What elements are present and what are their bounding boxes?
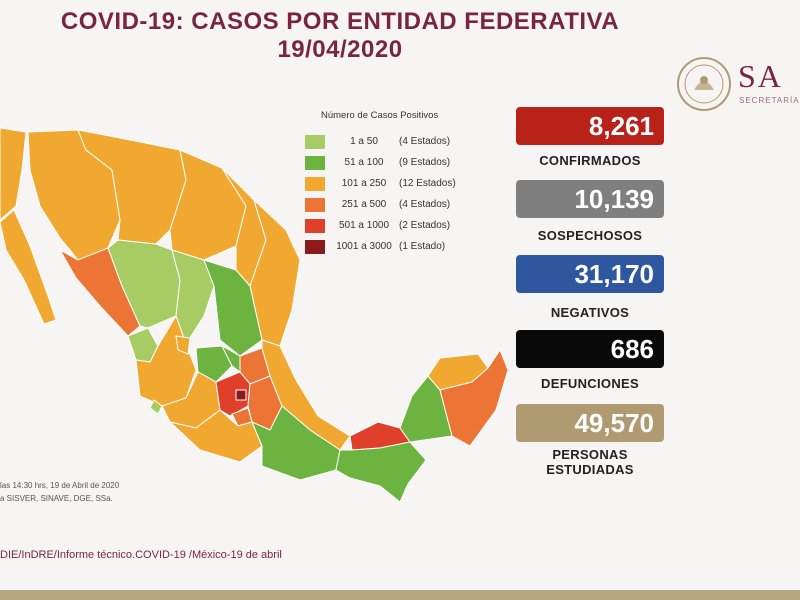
title-line-2: 19/04/2020 — [277, 36, 403, 63]
legend-swatch — [305, 197, 325, 212]
legend-swatch — [305, 134, 325, 149]
state-cdmx — [235, 389, 247, 401]
legend-item: 1001 a 3000 (1 Estado) — [305, 236, 495, 257]
personas-estudiadas-label-line2: ESTUDIADAS — [546, 462, 634, 477]
personas-estudiadas-label-line1: PERSONAS — [552, 447, 628, 462]
legend-range: 101 a 250 — [341, 178, 387, 189]
legend-range: 1001 a 3000 — [336, 241, 392, 252]
confirmados-box: 8,261 — [516, 107, 664, 145]
state-baja-california-sur — [0, 209, 57, 325]
legend-item: 1 a 50 (4 Estados) — [305, 131, 495, 152]
defunciones-box: 686 — [516, 330, 664, 368]
state-chiapas — [335, 441, 427, 503]
legend-swatch — [305, 155, 325, 170]
personas-estudiadas-label: PERSONAS ESTUDIADAS — [510, 447, 670, 477]
defunciones-label: DEFUNCIONES — [541, 376, 639, 391]
source-note-systems: a SISVER, SINAVE, DGE, SSa. — [0, 494, 113, 503]
legend-count: (2 Estados) — [399, 220, 451, 231]
legend-item: 51 a 100 (9 Estados) — [305, 152, 495, 173]
state-colima — [149, 399, 163, 415]
mexico-map — [0, 127, 509, 503]
confirmados-label: CONFIRMADOS — [539, 153, 641, 168]
personas-estudiadas-box: 49,570 — [516, 404, 664, 442]
legend-range: 501 a 1000 — [338, 220, 390, 231]
logo-subtitle: SECRETARÍA — [739, 96, 800, 105]
negativos-label: NEGATIVOS — [550, 305, 630, 320]
coat-of-arms-icon — [677, 57, 731, 111]
legend-range: 251 a 500 — [341, 199, 387, 210]
legend-swatch — [305, 218, 325, 233]
legend-range: 51 a 100 — [344, 157, 384, 168]
legend-count: (9 Estados) — [399, 157, 451, 168]
bottom-bar — [0, 590, 800, 600]
state-baja-california — [0, 127, 27, 221]
salud-logo: SA SECRETARÍA — [676, 56, 800, 112]
state-guanajuato — [195, 345, 233, 383]
state-quintana-roo — [439, 348, 509, 447]
legend-count: (4 Estados) — [399, 136, 451, 147]
legend-item: 501 a 1000 (2 Estados) — [305, 215, 495, 236]
sospechosos-label: SOSPECHOSOS — [537, 228, 643, 243]
legend-title: Número de Casos Positivos — [321, 110, 439, 121]
map-legend: Número de Casos Positivos 1 a 50 (4 Esta… — [305, 110, 495, 257]
sospechosos-box: 10,139 — [516, 180, 664, 218]
page-title: COVID-19: CASOS POR ENTIDAD FEDERATIVA 1… — [50, 8, 630, 64]
legend-item: 101 a 250 (12 Estados) — [305, 173, 495, 194]
state-aguascalientes — [175, 335, 191, 355]
negativos-box: 31,170 — [516, 255, 664, 293]
legend-item: 251 a 500 (4 Estados) — [305, 194, 495, 215]
legend-swatch — [305, 176, 325, 191]
source-note-time: las 14:30 hrs, 19 de Abril de 2020 — [0, 481, 120, 490]
legend-count: (12 Estados) — [399, 178, 456, 189]
legend-count: (4 Estados) — [399, 199, 451, 210]
state-oaxaca — [251, 405, 341, 481]
state-san-luis-potosi — [203, 259, 263, 357]
legend-swatch — [305, 239, 325, 254]
legend-range: 1 a 50 — [350, 136, 378, 147]
footer-citation: DIE/InDRE/Informe técnico.COVID-19 /Méxi… — [0, 549, 282, 561]
title-line-1: COVID-19: CASOS POR ENTIDAD FEDERATIVA — [60, 8, 620, 35]
legend-count: (1 Estado) — [399, 241, 446, 252]
logo-brand: SA — [738, 58, 783, 94]
